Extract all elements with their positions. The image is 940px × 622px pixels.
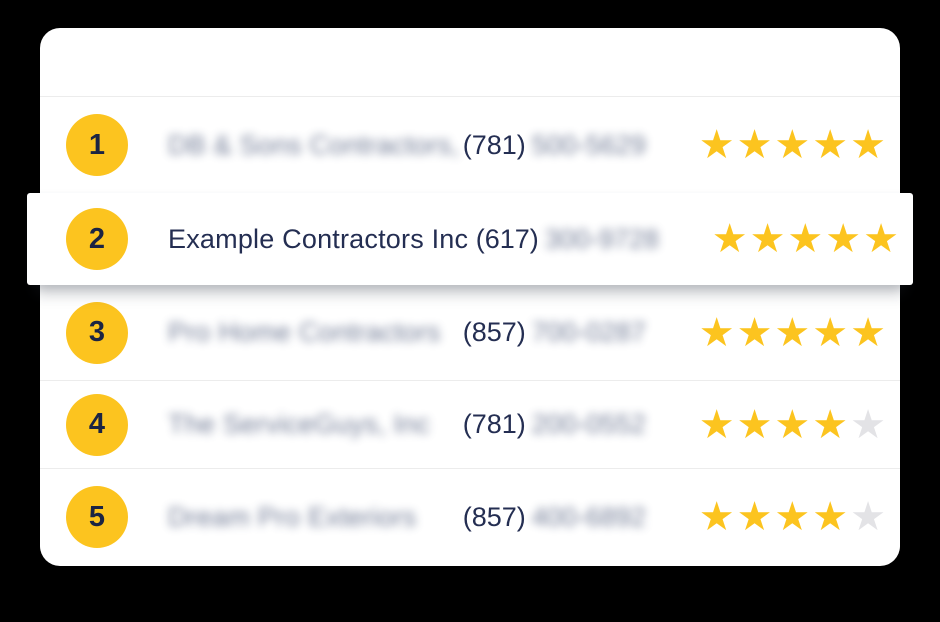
list-item[interactable]: 3 Pro Home Contractors (857) 700-0287 ★ ★ ★… xyxy=(40,285,900,381)
star-rating: ★ ★ ★ ★ ★ xyxy=(699,125,886,165)
phone-area-code: (781) xyxy=(462,409,526,439)
phone-area-code: (781) xyxy=(462,129,526,160)
star-icon: ★ xyxy=(850,310,886,355)
list-item[interactable]: 5 Dream Pro Exteriors (857) 400-6892 ★ ★ ★ ★… xyxy=(40,469,900,565)
star-icon: ★ xyxy=(787,217,824,261)
star-icon: ★ xyxy=(698,310,735,355)
star-icon: ★ xyxy=(825,217,862,261)
list-item[interactable]: 4 The ServiceGuys, Inc (781) 200-0552 ★ ★ ★… xyxy=(40,381,900,469)
star-icon: ★ xyxy=(812,310,849,355)
star-icon: ★ xyxy=(736,123,773,167)
phone-number: (781) 200-0552 xyxy=(463,409,691,440)
phone-area-code: (857) xyxy=(462,501,526,532)
contractor-name: Pro Home Contractors xyxy=(168,317,441,347)
star-icon: ★ xyxy=(774,123,811,167)
star-rating: ★ ★ ★ ★ ★ xyxy=(699,313,886,353)
contractor-name: Dream Pro Exteriors xyxy=(168,501,417,532)
star-icon: ★ xyxy=(698,123,735,167)
phone-digits: 700-0287 xyxy=(531,317,646,347)
star-icon: ★ xyxy=(749,217,786,261)
rank-badge: 3 xyxy=(66,301,128,364)
phone-area-code: (617) xyxy=(475,223,539,254)
star-icon: ★ xyxy=(698,402,735,447)
star-rating: ★ ★ ★ ★ ★ xyxy=(712,219,899,259)
star-rating: ★ ★ ★ ★ ★ xyxy=(699,405,886,445)
phone-area-code: (857) xyxy=(462,317,526,347)
star-icon: ★ xyxy=(850,495,886,539)
contractor-name: The ServiceGuys, Inc xyxy=(168,409,431,439)
list-item-highlighted[interactable]: 2 Example Contractors Inc (617) 300-9728 … xyxy=(27,193,913,285)
phone-digits: 200-0552 xyxy=(531,409,646,439)
phone-number: (857) 400-6892 xyxy=(463,502,691,533)
phone-digits: 500-5629 xyxy=(531,129,646,160)
star-icon: ★ xyxy=(774,495,811,539)
contractor-name: Example Contractors Inc xyxy=(168,223,469,254)
star-icon: ★ xyxy=(711,217,748,261)
phone-digits: 300-9728 xyxy=(544,223,659,254)
rank-badge: 2 xyxy=(66,208,128,270)
star-rating: ★ ★ ★ ★ ★ xyxy=(699,497,886,537)
rank-badge: 5 xyxy=(66,486,128,548)
star-icon: ★ xyxy=(736,495,773,539)
star-icon: ★ xyxy=(812,402,849,447)
phone-digits: 400-6892 xyxy=(531,501,646,532)
star-icon: ★ xyxy=(850,123,886,167)
star-icon: ★ xyxy=(812,495,849,539)
star-icon: ★ xyxy=(774,310,811,355)
star-icon: ★ xyxy=(850,402,886,447)
phone-number: (617) 300-9728 xyxy=(476,224,704,255)
star-icon: ★ xyxy=(736,402,773,447)
phone-number: (857) 700-0287 xyxy=(463,317,691,348)
phone-number: (781) 500-5629 xyxy=(463,130,691,161)
star-icon: ★ xyxy=(812,123,849,167)
contractor-name: DB & Sons Contractors, Inc. xyxy=(168,129,463,160)
contractor-ranking-card: 1 DB & Sons Contractors, Inc. (781)500-5… xyxy=(27,28,913,566)
list-item[interactable]: 1 DB & Sons Contractors, Inc. (781)500-5… xyxy=(40,97,900,193)
rank-badge: 4 xyxy=(66,393,128,456)
card-header xyxy=(40,28,900,97)
star-icon: ★ xyxy=(736,310,773,355)
star-icon: ★ xyxy=(863,217,899,261)
rank-badge: 1 xyxy=(66,114,128,176)
star-icon: ★ xyxy=(698,495,735,539)
star-icon: ★ xyxy=(774,402,811,447)
